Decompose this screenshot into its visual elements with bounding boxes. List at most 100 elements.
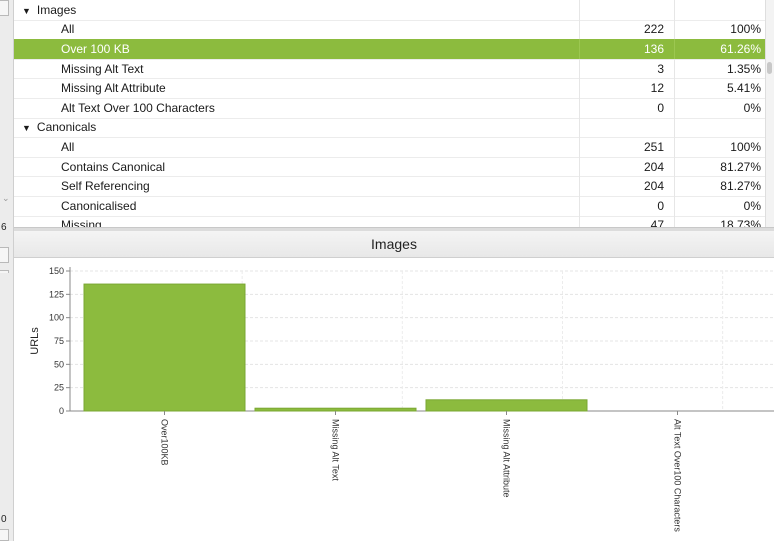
row-label: ▼ Images xyxy=(22,3,76,17)
y-tick-label: 125 xyxy=(49,289,64,299)
table-group-row[interactable]: ▼ Images xyxy=(14,0,766,21)
row-label: Alt Text Over 100 Characters xyxy=(61,101,215,115)
gutter-number-bottom: 0 xyxy=(1,514,7,525)
column-divider xyxy=(579,176,580,196)
row-label-text: Self Referencing xyxy=(61,179,150,194)
table-row[interactable]: Alt Text Over 100 Characters 0 0% xyxy=(14,98,766,119)
overview-table: ▼ Images All 222 100% Over 100 KB 136 61.26% Mis… xyxy=(14,0,774,227)
table-group-row[interactable]: ▼ Canonicals xyxy=(14,117,766,139)
row-label-text: Contains Canonical xyxy=(61,159,166,174)
column-divider xyxy=(579,78,580,98)
table-row[interactable]: Missing 47 18.73% xyxy=(14,215,766,227)
gutter-box[interactable] xyxy=(0,247,9,263)
row-count: 136 xyxy=(643,41,664,56)
row-percentage: 100% xyxy=(730,139,761,154)
row-label-text: Images xyxy=(36,2,77,17)
row-label-text: Alt Text Over 100 Characters xyxy=(61,100,215,115)
column-divider xyxy=(674,19,675,40)
column-divider xyxy=(579,98,580,118)
left-gutter: ⌄ 6 0 xyxy=(0,0,14,541)
row-label-text: All xyxy=(61,22,75,37)
row-label: Contains Canonical xyxy=(61,160,165,174)
row-label-text: Canonicals xyxy=(36,120,97,135)
row-percentage: 61.26% xyxy=(720,41,761,56)
row-label-text: Over 100 KB xyxy=(61,41,130,56)
y-axis-title: URLs xyxy=(29,327,41,355)
gutter-box[interactable] xyxy=(0,529,9,541)
bar-chart: 0 25 50 75 100 125 150 URLs Over100KB Missing Alt… xyxy=(29,266,774,532)
expand-caret-icon[interactable]: ▼ xyxy=(22,123,31,134)
row-label: Over 100 KB xyxy=(61,42,130,56)
column-divider xyxy=(579,19,580,40)
row-count: 0 xyxy=(657,100,664,115)
table-row[interactable]: Over 100 KB 136 61.26% xyxy=(14,39,766,60)
expand-caret-icon[interactable]: ▼ xyxy=(22,5,31,16)
table-row[interactable]: Missing Alt Text 3 1.35% xyxy=(14,58,766,80)
row-label-text: Missing Alt Attribute xyxy=(61,81,166,96)
y-tick-label: 150 xyxy=(49,266,64,276)
x-category-label: Missing Alt Text xyxy=(331,419,341,481)
column-divider xyxy=(579,156,580,177)
column-divider xyxy=(674,196,675,216)
table-row[interactable]: Self Referencing 204 81.27% xyxy=(14,176,766,197)
row-label: Missing xyxy=(61,218,102,227)
bar-0[interactable] xyxy=(83,283,246,412)
y-tick-label: 75 xyxy=(54,336,64,346)
row-percentage: 81.27% xyxy=(720,159,761,174)
scrollbar-thumb[interactable] xyxy=(767,62,772,74)
row-count: 222 xyxy=(643,22,664,37)
gutter-number-top: 6 xyxy=(1,222,7,233)
table-row[interactable]: Contains Canonical 204 81.27% xyxy=(14,156,766,178)
column-divider xyxy=(674,0,675,20)
column-divider xyxy=(579,117,580,138)
gutter-box xyxy=(0,0,9,16)
y-tick-label: 25 xyxy=(54,383,64,393)
column-divider xyxy=(674,176,675,196)
column-divider xyxy=(674,39,675,59)
column-divider xyxy=(579,58,580,79)
column-divider xyxy=(674,98,675,118)
row-count: 3 xyxy=(657,61,664,76)
row-label: Canonicalised xyxy=(61,199,136,213)
column-divider xyxy=(674,58,675,79)
table-row[interactable]: All 251 100% xyxy=(14,137,766,158)
bar-1[interactable] xyxy=(254,407,417,412)
chevron-down-icon[interactable]: ⌄ xyxy=(2,193,10,203)
row-count: 12 xyxy=(650,81,664,96)
x-category-label: Missing Alt Attribute xyxy=(502,419,512,498)
row-percentage: 81.27% xyxy=(720,179,761,194)
row-label-text: Canonicalised xyxy=(61,198,137,213)
row-percentage: 18.73% xyxy=(720,218,761,227)
column-divider xyxy=(579,215,580,227)
row-label-text: All xyxy=(61,139,75,154)
row-percentage: 5.41% xyxy=(726,81,761,96)
vertical-scrollbar[interactable] xyxy=(765,0,774,227)
table-row[interactable]: Missing Alt Attribute 12 5.41% xyxy=(14,78,766,99)
row-count: 0 xyxy=(657,198,664,213)
row-label: Missing Alt Text xyxy=(61,62,143,76)
row-label: Self Referencing xyxy=(61,179,150,193)
column-divider xyxy=(674,156,675,177)
column-divider xyxy=(674,215,675,227)
column-divider xyxy=(674,117,675,138)
row-label-text: Missing Alt Text xyxy=(61,61,144,76)
table-row[interactable]: All 222 100% xyxy=(14,19,766,41)
row-label: All xyxy=(61,22,74,36)
x-category-label: Over100KB xyxy=(160,419,170,466)
row-percentage: 1.35% xyxy=(726,61,761,76)
row-percentage: 0% xyxy=(743,100,761,115)
row-label: Missing Alt Attribute xyxy=(61,81,166,95)
gutter-divider xyxy=(0,270,9,273)
table-row[interactable]: Canonicalised 0 0% xyxy=(14,196,766,217)
bar-2[interactable] xyxy=(425,399,588,412)
row-count: 47 xyxy=(650,218,664,227)
y-tick-label: 0 xyxy=(59,406,64,416)
column-divider xyxy=(579,0,580,20)
column-divider xyxy=(579,196,580,216)
column-divider xyxy=(674,137,675,157)
chart-panel: Images 0 25 50 75 100 125 150 URLs Over100KB Miss… xyxy=(14,231,774,541)
row-label: ▼ Canonicals xyxy=(22,120,96,134)
pane-splitter[interactable] xyxy=(14,227,774,231)
row-label: All xyxy=(61,140,74,154)
row-percentage: 100% xyxy=(730,22,761,37)
